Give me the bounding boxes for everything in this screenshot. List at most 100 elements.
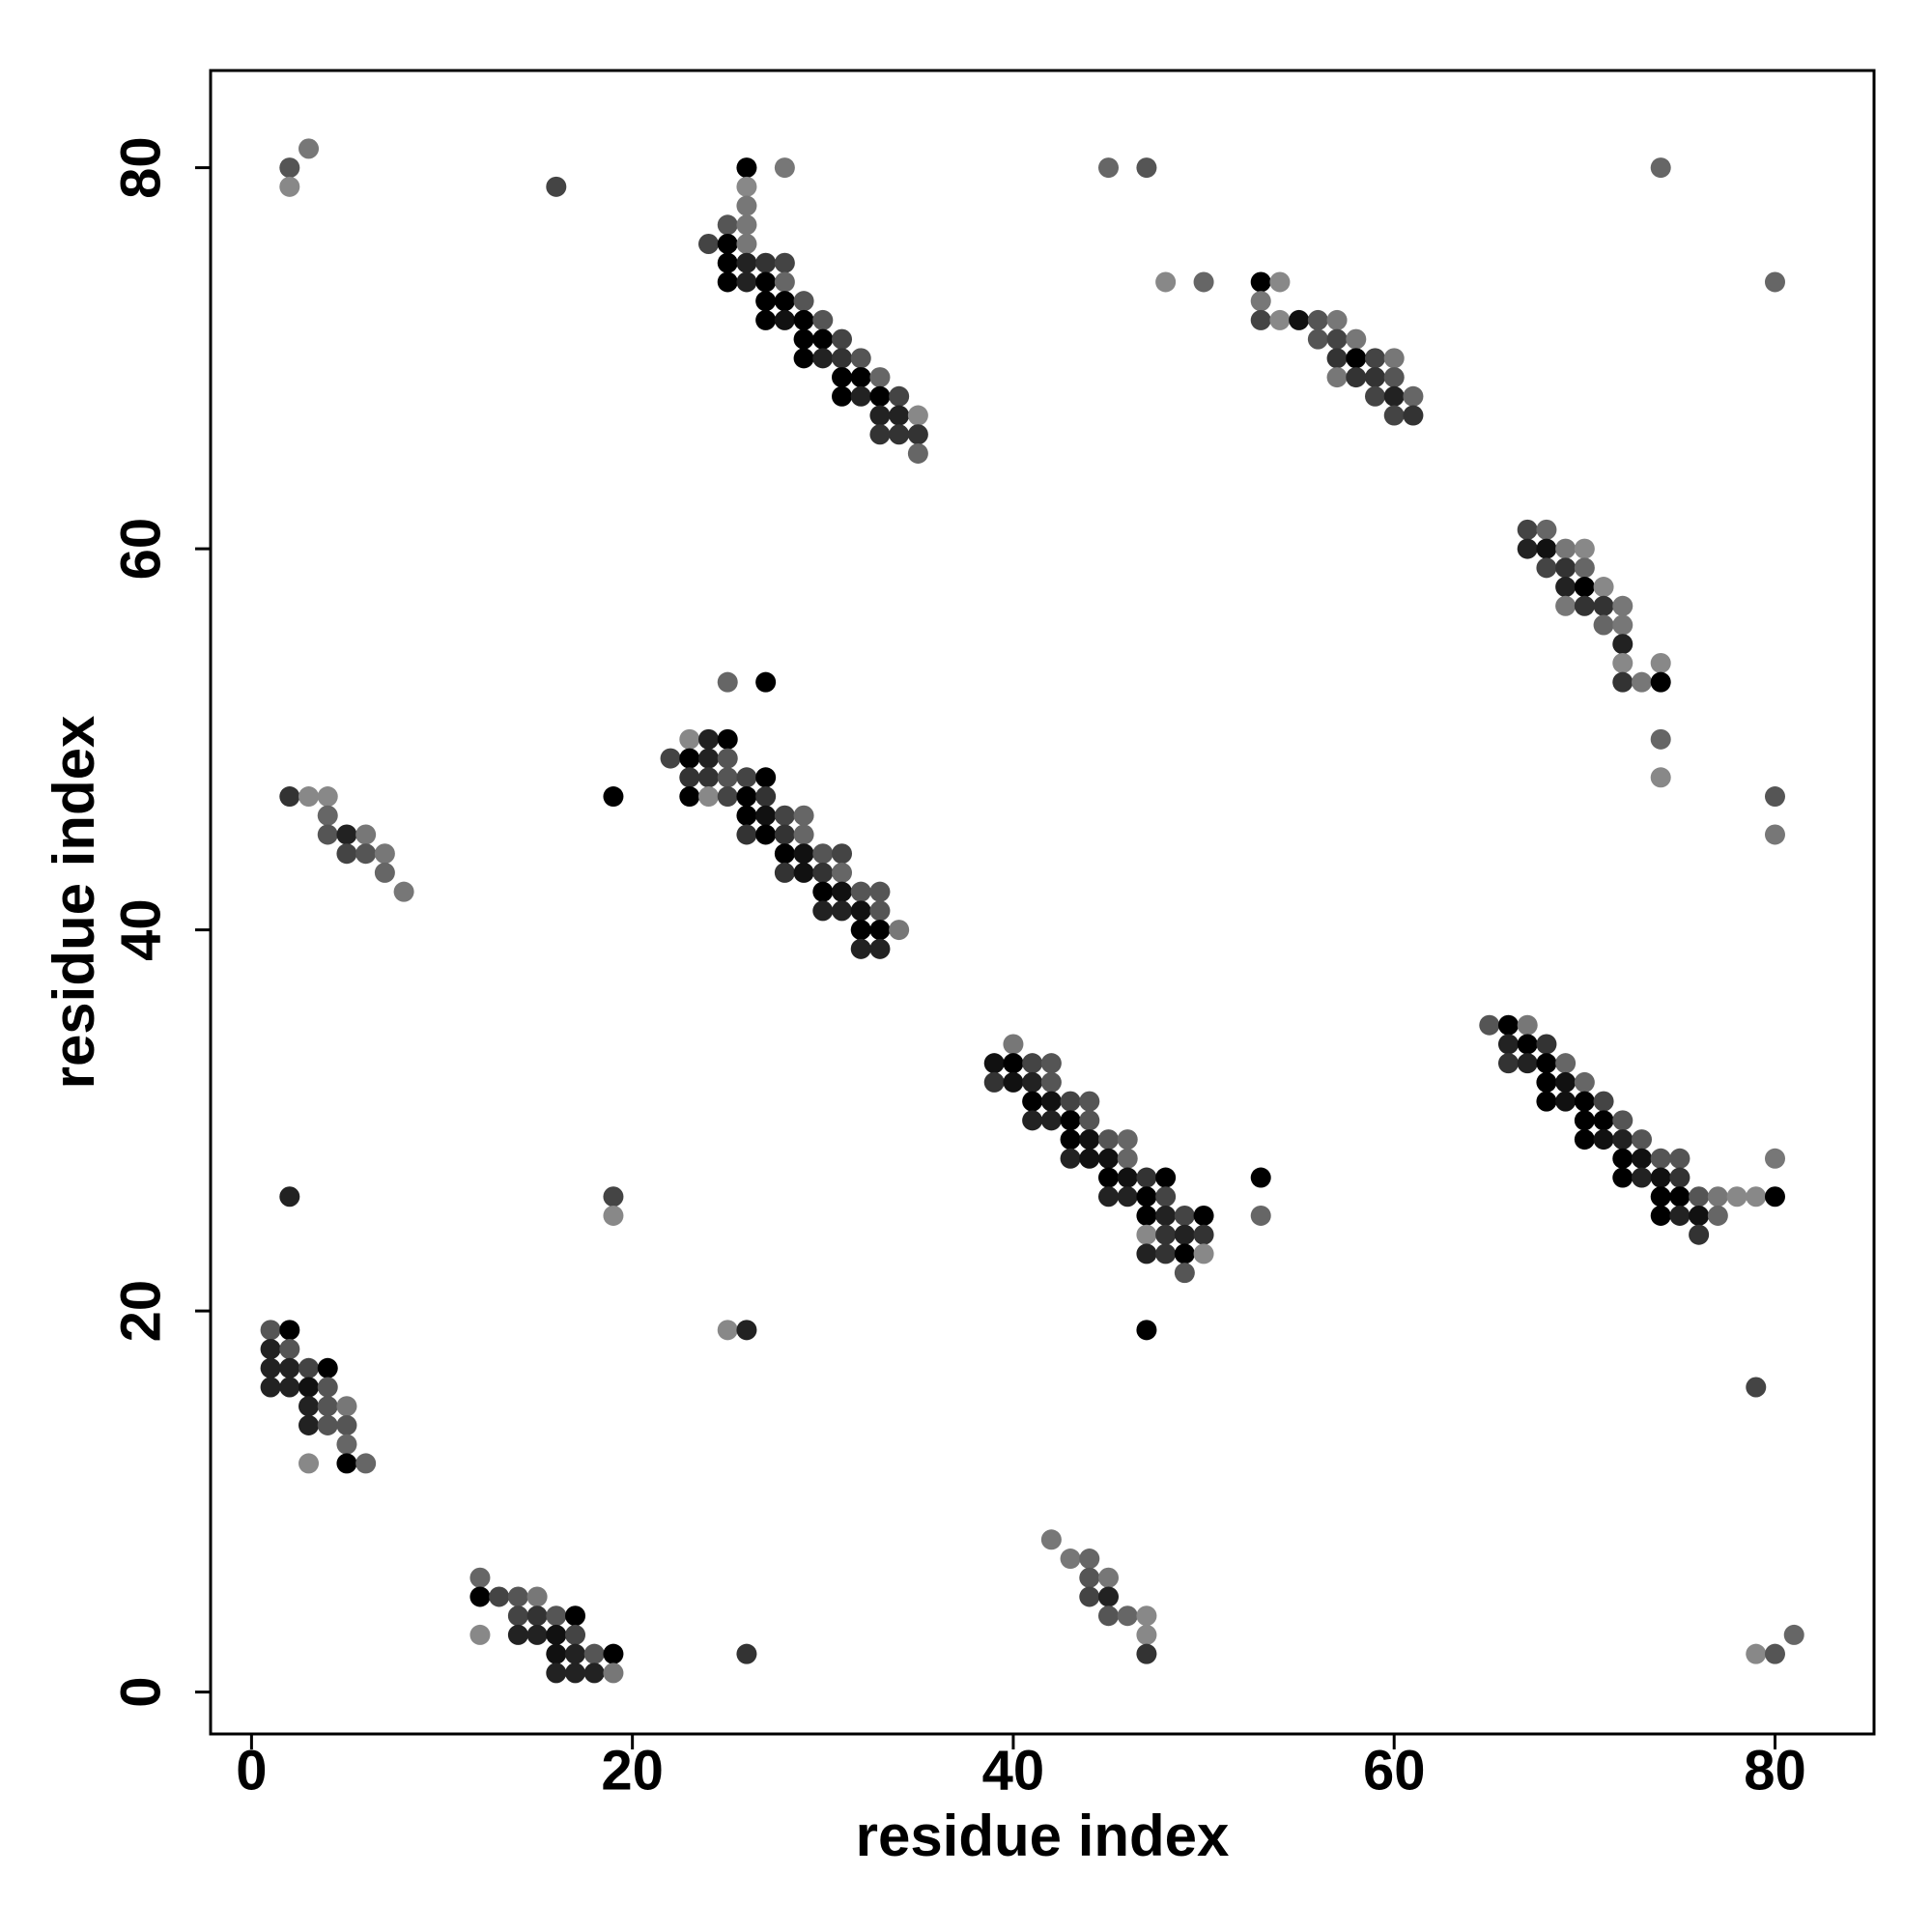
contact-point xyxy=(1326,367,1348,388)
contact-point xyxy=(1346,328,1367,350)
contact-point xyxy=(317,805,338,826)
contact-point xyxy=(832,367,853,388)
contact-point xyxy=(869,920,891,941)
contact-point xyxy=(393,881,414,902)
contact-point xyxy=(336,843,357,865)
contact-point xyxy=(774,271,795,293)
contact-point xyxy=(832,881,853,902)
contact-point xyxy=(1250,1167,1271,1188)
contact-point xyxy=(1707,1205,1728,1226)
contact-point xyxy=(812,881,834,902)
contact-point xyxy=(546,1662,567,1684)
contact-point xyxy=(1289,309,1310,330)
contact-point xyxy=(1403,405,1424,426)
contact-point xyxy=(1060,1110,1081,1131)
contact-point xyxy=(1612,595,1634,616)
contact-point xyxy=(1689,1186,1710,1208)
contact-point xyxy=(1517,519,1538,540)
contact-point xyxy=(1136,1243,1157,1264)
contact-point xyxy=(774,309,795,330)
contact-point xyxy=(1574,1110,1595,1131)
contact-point xyxy=(1326,328,1348,350)
contact-point xyxy=(1136,1605,1157,1627)
contact-point xyxy=(279,786,300,808)
contact-point xyxy=(336,824,357,845)
contact-point xyxy=(774,291,795,312)
contact-point xyxy=(869,900,891,922)
contact-point xyxy=(317,1396,338,1417)
contact-point xyxy=(869,385,891,407)
contact-point xyxy=(1669,1167,1690,1188)
contact-point xyxy=(1593,595,1614,616)
contact-point xyxy=(1650,767,1671,788)
contact-point xyxy=(832,348,853,369)
contact-point xyxy=(317,1377,338,1398)
contact-point xyxy=(679,767,700,788)
contact-point xyxy=(983,1071,1005,1093)
contact-point xyxy=(832,328,853,350)
contact-point xyxy=(526,1624,548,1645)
contact-point xyxy=(1669,1205,1690,1226)
y-tick-label: 40 xyxy=(109,898,172,961)
contact-point xyxy=(1117,1605,1138,1627)
contact-point xyxy=(1098,1167,1120,1188)
contact-point xyxy=(1764,1148,1785,1169)
contact-point xyxy=(1364,367,1385,388)
contact-point xyxy=(298,1453,320,1474)
contact-point xyxy=(1136,1186,1157,1208)
contact-point xyxy=(298,1414,320,1435)
contact-point xyxy=(1650,1148,1671,1169)
contact-point xyxy=(1536,1053,1557,1074)
contact-point xyxy=(1155,1205,1177,1226)
x-axis-title: residue index xyxy=(856,1804,1230,1868)
contact-point xyxy=(736,252,757,273)
contact-point xyxy=(1764,786,1785,808)
contact-point xyxy=(850,367,871,388)
contact-point xyxy=(869,881,891,902)
contact-point xyxy=(755,271,777,293)
contact-point xyxy=(1746,1643,1767,1664)
contact-point xyxy=(774,843,795,865)
contact-point xyxy=(1098,1148,1120,1169)
contact-point xyxy=(1497,1014,1519,1036)
contact-point xyxy=(832,862,853,883)
contact-point xyxy=(1040,1529,1062,1550)
contact-point xyxy=(660,748,681,769)
contact-point xyxy=(1060,1091,1081,1112)
contact-point xyxy=(1060,1148,1081,1169)
contact-point xyxy=(1593,1091,1614,1112)
contact-point xyxy=(507,1586,528,1607)
contact-point xyxy=(1574,577,1595,598)
contact-point xyxy=(1098,1605,1120,1627)
contact-point xyxy=(1040,1071,1062,1093)
contact-point xyxy=(698,233,720,254)
contact-point xyxy=(793,805,814,826)
contact-point xyxy=(869,938,891,959)
contact-point xyxy=(1269,271,1291,293)
contact-point xyxy=(793,309,814,330)
contact-point xyxy=(1536,538,1557,559)
contact-point xyxy=(279,1377,300,1398)
contact-point xyxy=(1593,1129,1614,1151)
contact-point xyxy=(1650,728,1671,750)
contact-point xyxy=(983,1053,1005,1074)
contact-point xyxy=(1174,1224,1195,1245)
contact-point xyxy=(1536,1071,1557,1093)
contact-point xyxy=(793,862,814,883)
contact-point xyxy=(1193,1224,1214,1245)
contact-point xyxy=(1783,1624,1804,1645)
contact-point xyxy=(717,271,738,293)
contact-point xyxy=(850,348,871,369)
contact-point xyxy=(1155,1224,1177,1245)
contact-point xyxy=(1117,1148,1138,1169)
contact-point xyxy=(1574,557,1595,579)
contact-point xyxy=(1155,1167,1177,1188)
x-tick-label: 40 xyxy=(982,1739,1045,1802)
contact-point xyxy=(1689,1205,1710,1226)
contact-point xyxy=(1250,309,1271,330)
contact-point xyxy=(869,424,891,445)
contact-point xyxy=(469,1586,491,1607)
contact-point xyxy=(1079,1586,1100,1607)
contact-point xyxy=(1536,1091,1557,1112)
